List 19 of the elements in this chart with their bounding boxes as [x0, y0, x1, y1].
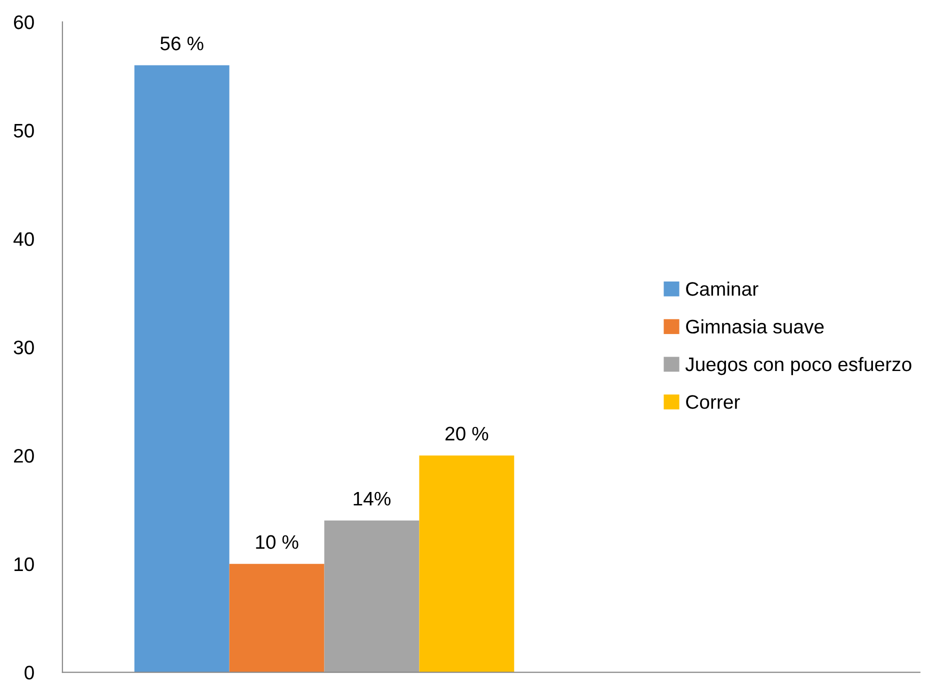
bar — [419, 456, 514, 672]
data-label: 10 % — [256, 535, 298, 549]
legend-label: Juegos con poco esfuerzo — [685, 356, 912, 376]
y-tick-label: 10 — [14, 557, 34, 572]
y-tick-label: 0 — [24, 666, 34, 680]
data-label: 56 % — [160, 36, 204, 50]
y-tick-label: 60 — [14, 15, 34, 30]
y-tick-label: 50 — [14, 124, 34, 138]
bar — [229, 564, 324, 672]
data-label: 20 % — [446, 426, 488, 441]
legend-label: Gimnasia suave — [686, 319, 824, 334]
y-tick-label: 30 — [14, 340, 34, 354]
bar — [134, 65, 230, 672]
bar — [324, 520, 420, 672]
legend-label: Caminar — [686, 282, 758, 296]
y-tick-label: 20 — [14, 448, 34, 463]
y-tick-label: 40 — [13, 232, 34, 246]
data-label: 14% — [354, 492, 391, 506]
legend-label: Correr — [686, 395, 740, 409]
